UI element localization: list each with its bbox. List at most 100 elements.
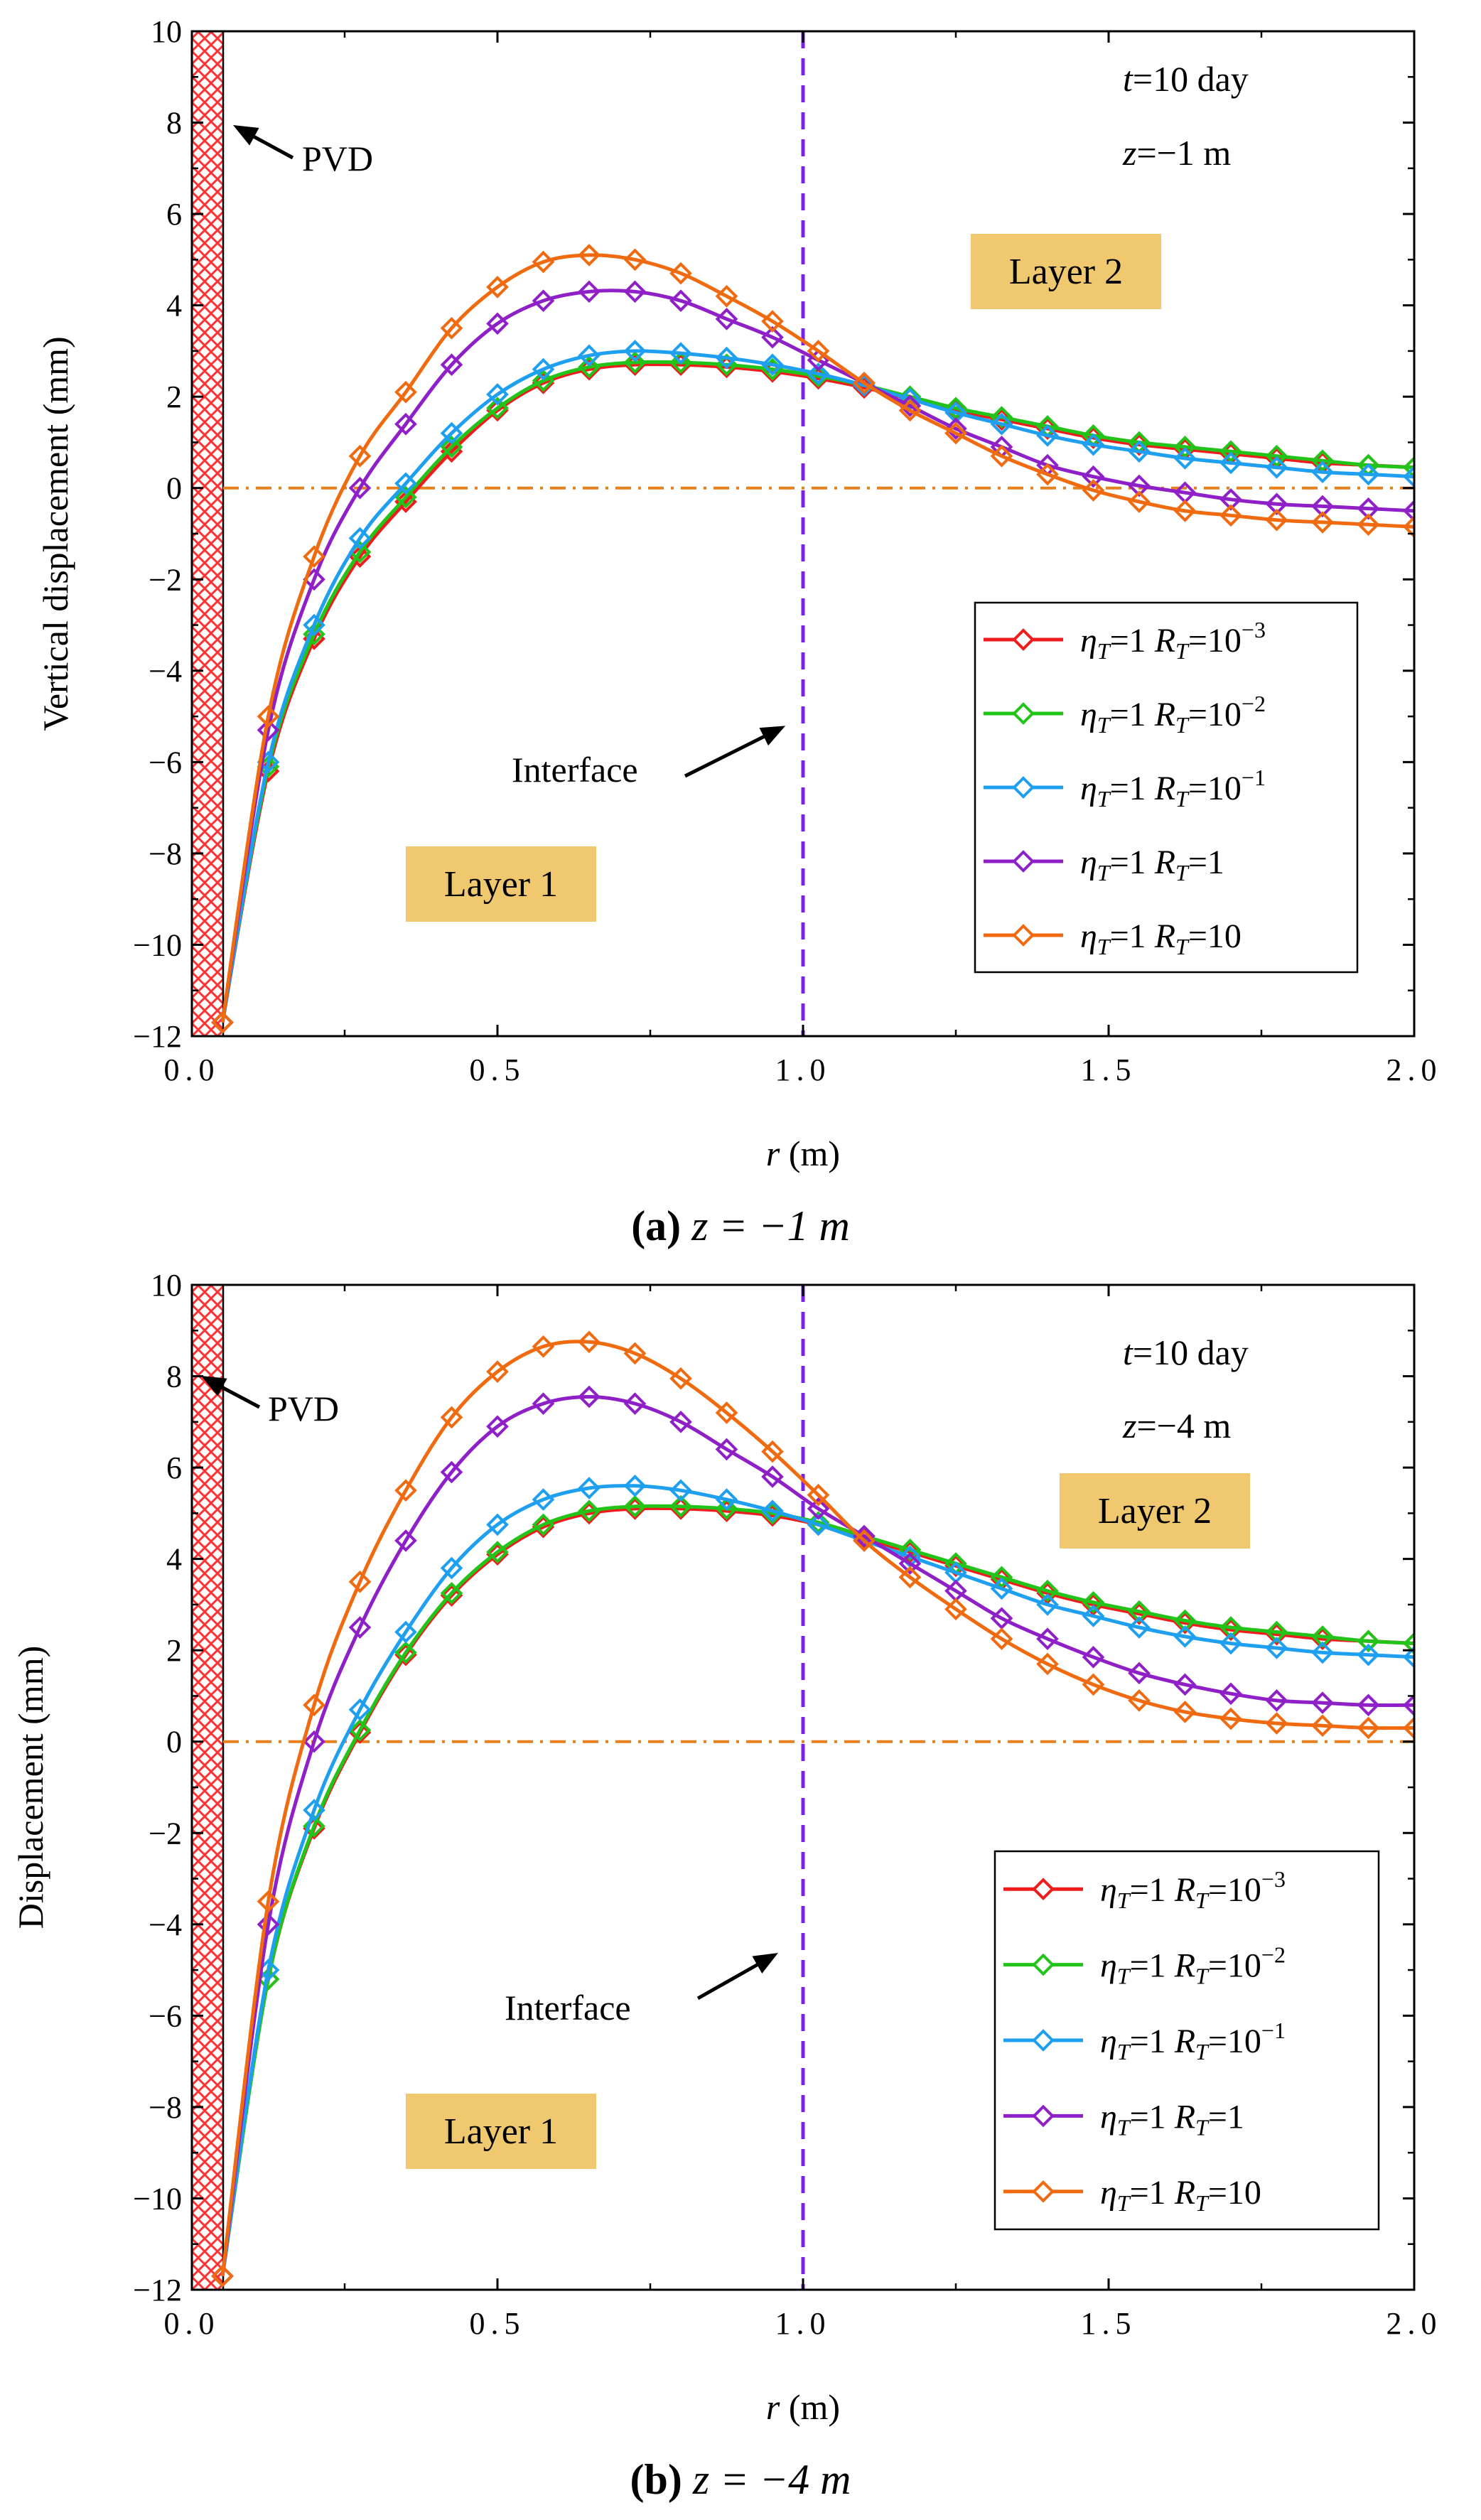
data-point bbox=[761, 325, 784, 349]
series-line-3 bbox=[220, 349, 1414, 1023]
legend-mid: =1 bbox=[1130, 2174, 1175, 2212]
data-point bbox=[1173, 1673, 1197, 1696]
data-point bbox=[257, 1912, 280, 1936]
data-point bbox=[1219, 1707, 1242, 1730]
legend-tail: =10 bbox=[1208, 1871, 1261, 1909]
data-point bbox=[1036, 1627, 1059, 1650]
data-point bbox=[715, 1497, 738, 1520]
panel-a: 10 8 6 4 2 0 −2 −4 −6 −8 −10 −120.0 0.5 1.0 1.5 2.0 Vert… bbox=[36, 14, 1437, 1249]
data-point bbox=[1173, 436, 1197, 458]
data-point bbox=[1265, 508, 1288, 532]
data-point bbox=[440, 1406, 463, 1429]
legend-r: R bbox=[1174, 2098, 1195, 2136]
data-point bbox=[944, 421, 967, 445]
y-tick-label: −10 bbox=[133, 2181, 182, 2216]
legend-r-sub: T bbox=[1175, 934, 1190, 959]
data-point bbox=[1128, 1616, 1151, 1639]
data-point bbox=[669, 342, 692, 365]
data-point bbox=[853, 374, 876, 397]
legend-eta: η bbox=[1080, 770, 1097, 807]
data-point bbox=[394, 1479, 417, 1502]
data-point bbox=[944, 417, 967, 441]
data-point bbox=[1403, 500, 1414, 522]
interface-label: Interface bbox=[512, 750, 638, 790]
data-point bbox=[303, 623, 325, 646]
data-point bbox=[623, 280, 647, 303]
data-point bbox=[1128, 490, 1151, 513]
data-point bbox=[1173, 1609, 1197, 1632]
legend-eta-sub: T bbox=[1097, 638, 1111, 664]
legend-tail: =10 bbox=[1188, 622, 1242, 659]
data-point bbox=[578, 244, 601, 266]
depth-annotation: z=−1 m bbox=[1122, 133, 1231, 173]
data-point bbox=[348, 1570, 372, 1593]
depth-annotation: z=−4 m bbox=[1122, 1406, 1231, 1445]
y-axis-title: Displacement (mm) bbox=[11, 1646, 50, 1929]
data-point bbox=[715, 1488, 738, 1511]
data-point bbox=[807, 1511, 830, 1534]
legend-r: R bbox=[1154, 622, 1175, 659]
data-point bbox=[1311, 449, 1334, 472]
pvd-label: PVD bbox=[302, 139, 373, 178]
legend-entry: ηT=1 RT=10−3 bbox=[1100, 1866, 1286, 1913]
legend-mid: =1 bbox=[1110, 622, 1155, 659]
data-point bbox=[486, 1513, 509, 1536]
x-axis-var: r bbox=[766, 1134, 780, 1173]
data-point bbox=[303, 613, 325, 637]
layer-1-box-label: Layer 1 bbox=[444, 2111, 558, 2152]
legend-r: R bbox=[1154, 696, 1175, 733]
legend-sup: −3 bbox=[1261, 1866, 1286, 1892]
data-point bbox=[394, 1641, 417, 1664]
legend-mid: =1 bbox=[1110, 696, 1155, 733]
data-point bbox=[669, 289, 692, 313]
series-line-1 bbox=[220, 362, 1414, 1023]
legend-r: R bbox=[1154, 770, 1175, 807]
x-axis-var: r bbox=[766, 2387, 780, 2427]
data-point bbox=[715, 308, 738, 330]
data-point bbox=[944, 401, 967, 424]
series-line-5 bbox=[220, 1340, 1414, 2277]
data-point bbox=[394, 380, 417, 404]
layer-1-box bbox=[404, 2092, 598, 2170]
data-point bbox=[578, 1499, 601, 1522]
pvd-arrow-head bbox=[233, 125, 259, 146]
data-point bbox=[440, 1556, 463, 1580]
data-point bbox=[1357, 513, 1380, 536]
data-point bbox=[1357, 1694, 1380, 1717]
legend-entry: ηT=1 RT=10−1 bbox=[1100, 2018, 1286, 2064]
data-point bbox=[761, 1499, 784, 1522]
data-point bbox=[578, 1330, 601, 1354]
data-point bbox=[440, 353, 463, 377]
data-point bbox=[348, 444, 372, 468]
data-point bbox=[944, 1598, 967, 1621]
legend-r: R bbox=[1154, 917, 1175, 955]
data-point bbox=[898, 1545, 922, 1568]
y-tick-label: 4 bbox=[166, 1542, 182, 1577]
data-point bbox=[898, 1538, 922, 1561]
legend-swatch-marker bbox=[1012, 850, 1035, 873]
legend-mid: =1 bbox=[1130, 2023, 1175, 2060]
data-point bbox=[1082, 1645, 1105, 1669]
data-point bbox=[348, 476, 372, 500]
pvd-arrow-head bbox=[201, 1376, 227, 1396]
y-tick-label: 8 bbox=[166, 106, 182, 141]
y-tick-label: −2 bbox=[149, 562, 182, 597]
legend-eta: η bbox=[1100, 2023, 1117, 2060]
legend-tail: =10 bbox=[1188, 917, 1242, 955]
data-point bbox=[1403, 465, 1414, 488]
legend-swatch-marker bbox=[1032, 2180, 1055, 2203]
data-point bbox=[1082, 1605, 1105, 1627]
legend-swatch-marker bbox=[1032, 1953, 1055, 1976]
data-point bbox=[532, 289, 555, 313]
panel-caption: (b) z = −4 m bbox=[630, 2456, 851, 2503]
pvd-label: PVD bbox=[268, 1389, 339, 1428]
legend-entry: ηT=1 RT=10−1 bbox=[1080, 765, 1266, 812]
data-point bbox=[211, 1011, 234, 1034]
data-point bbox=[1403, 1645, 1414, 1669]
time-value: =10 day bbox=[1133, 1332, 1249, 1372]
legend-swatch-marker bbox=[1032, 1878, 1055, 1901]
data-point bbox=[807, 340, 830, 362]
data-point bbox=[211, 2264, 234, 2288]
legend: ηT=1 RT=10−3ηT=1 RT=10−2ηT=1 RT=10−1ηT=1… bbox=[974, 601, 1359, 974]
